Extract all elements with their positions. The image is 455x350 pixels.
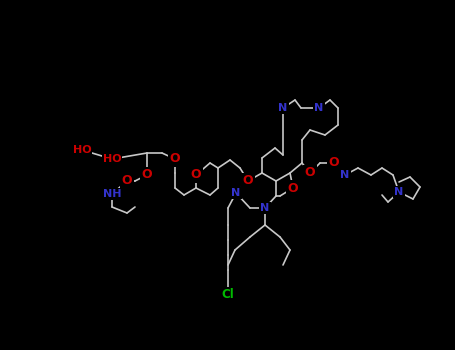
Text: O: O [329, 156, 339, 169]
Text: N: N [260, 203, 270, 213]
Text: O: O [142, 168, 152, 182]
Text: HO: HO [103, 154, 121, 164]
Text: N: N [278, 103, 288, 113]
Text: N: N [232, 188, 241, 198]
Text: O: O [191, 168, 201, 182]
Text: O: O [170, 153, 180, 166]
Text: N: N [394, 187, 404, 197]
Text: O: O [243, 175, 253, 188]
Text: Cl: Cl [222, 288, 234, 301]
Text: O: O [121, 175, 132, 188]
Text: N: N [314, 103, 324, 113]
Text: N: N [340, 170, 349, 180]
Text: HO: HO [73, 145, 91, 155]
Text: NH: NH [103, 189, 121, 199]
Text: O: O [305, 167, 315, 180]
Text: O: O [288, 182, 298, 195]
